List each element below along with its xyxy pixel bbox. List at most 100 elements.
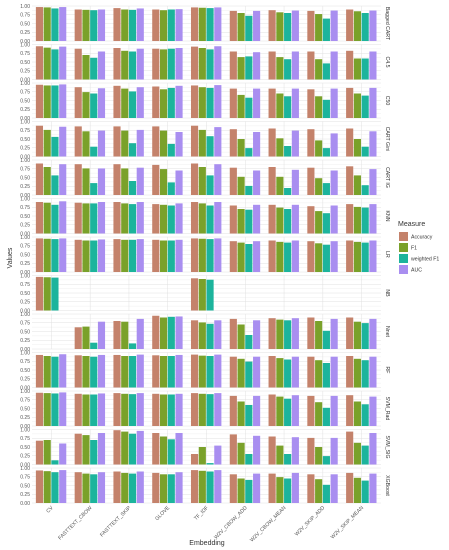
bar [82, 131, 90, 157]
bar [190, 85, 199, 118]
bar [167, 9, 175, 41]
bar [167, 182, 175, 195]
bar [43, 393, 51, 426]
bar [128, 9, 137, 42]
y-tick-label: 0.25 [20, 415, 30, 421]
bar [307, 10, 315, 41]
bar [152, 164, 160, 195]
x-tick-label: FASTTEXT_CBOW [57, 505, 93, 541]
bar [113, 48, 121, 80]
bar [121, 50, 129, 80]
bar [315, 479, 323, 503]
bar [97, 321, 106, 349]
bar [59, 46, 67, 80]
bar [113, 354, 121, 388]
bar [322, 407, 330, 426]
facet-label: Bagged CART [384, 7, 390, 41]
y-tick-label: 1.00 [20, 466, 30, 472]
legend-label: Accuracy [411, 235, 433, 241]
bar [167, 87, 175, 118]
y-tick-label: 0.25 [20, 223, 30, 229]
bar [361, 445, 369, 465]
bar [307, 241, 315, 272]
bar [159, 204, 168, 234]
bar [175, 316, 183, 349]
bar [245, 479, 253, 503]
panel: 0.00 0.25 0.50 0.75 1.00 LR [20, 235, 390, 276]
x-tick-label: W2V_SKIP_ADD [294, 505, 327, 538]
bar [152, 433, 160, 465]
bar [167, 394, 175, 426]
bar [97, 354, 106, 388]
bar [206, 175, 214, 195]
bar [175, 85, 183, 118]
bar [315, 243, 323, 272]
bar [35, 470, 44, 503]
bar [237, 13, 245, 41]
bar [229, 395, 237, 426]
bar [330, 10, 338, 42]
bar [253, 88, 261, 118]
bar [113, 471, 121, 503]
bar [346, 317, 354, 349]
bar [229, 356, 237, 388]
bar [152, 48, 160, 80]
bar [322, 183, 330, 195]
bar [229, 51, 237, 80]
bar [74, 433, 82, 465]
bar [198, 87, 206, 118]
bar [353, 11, 361, 41]
bar [369, 204, 377, 234]
bar [284, 59, 292, 80]
bar [369, 10, 377, 42]
y-tick-label: 0.00 [20, 116, 30, 122]
y-tick-label: 0.25 [20, 146, 30, 152]
bar [74, 327, 82, 349]
y-tick-label: 1.00 [20, 389, 30, 395]
bar [291, 472, 299, 503]
bar [97, 51, 106, 80]
bar [346, 240, 354, 272]
bar [361, 480, 369, 503]
bar [152, 239, 160, 272]
bar [198, 238, 206, 272]
bar [315, 360, 323, 388]
bar [346, 356, 354, 388]
facet-label: Nnet [384, 326, 390, 338]
y-tick-label: 0.50 [20, 175, 30, 181]
bar [90, 440, 98, 465]
x-tick-label: GLOVE [154, 505, 171, 522]
bar [43, 167, 51, 195]
bar [245, 148, 253, 157]
bar [90, 57, 98, 80]
bar [51, 175, 59, 195]
bar [346, 166, 354, 195]
bar [51, 204, 59, 234]
bar [159, 317, 168, 349]
bar [353, 175, 361, 195]
bar [268, 356, 276, 388]
bar [82, 168, 90, 195]
bar [214, 7, 222, 41]
bar [51, 8, 59, 41]
bar [74, 126, 82, 157]
bar [35, 125, 44, 157]
bar [276, 57, 284, 80]
bar [90, 10, 98, 41]
bar [190, 163, 199, 195]
bar [113, 239, 121, 272]
facet-label: C4.5 [384, 57, 390, 68]
bar [152, 355, 160, 388]
bar [35, 7, 44, 42]
bar [245, 185, 253, 195]
bar [82, 473, 90, 503]
bar [152, 472, 160, 503]
facet-label: CART IG [384, 167, 390, 188]
bar [97, 130, 106, 157]
bar [245, 244, 253, 272]
bar [198, 48, 206, 80]
panel: 0.00 0.25 0.50 0.75 1.00 CART IG [20, 158, 390, 199]
bar [353, 401, 361, 426]
bar [346, 128, 354, 157]
bar [307, 206, 315, 234]
